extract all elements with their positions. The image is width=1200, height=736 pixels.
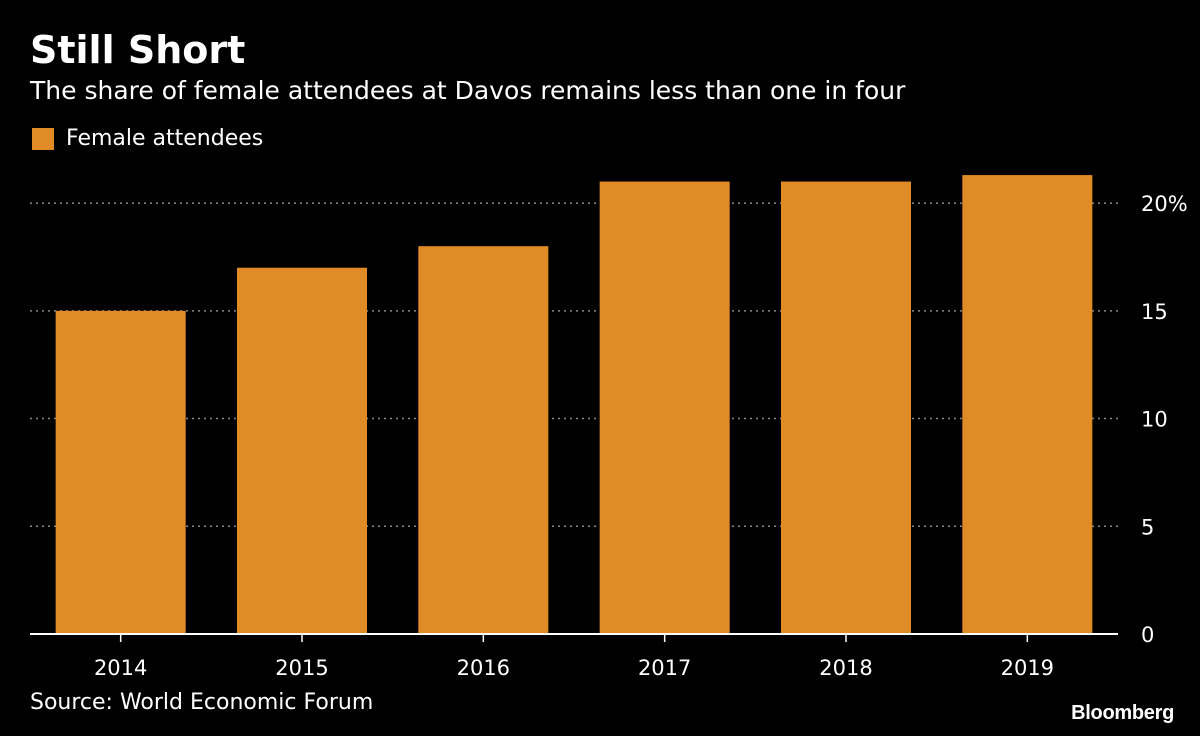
- x-tick-label: 2019: [1001, 656, 1054, 680]
- y-tick-label: 15: [1141, 300, 1168, 324]
- gridlines: [30, 202, 1118, 528]
- legend: Female attendees: [32, 126, 263, 151]
- bar-2016: [418, 246, 549, 634]
- y-tick-label: 20%: [1141, 192, 1188, 216]
- y-tick-label: 10: [1141, 408, 1168, 432]
- bar-2017: [599, 181, 730, 634]
- x-tick-label: 2014: [94, 656, 147, 680]
- bar-2018: [781, 181, 911, 634]
- x-tick-label: 2016: [457, 656, 510, 680]
- chart-subtitle: The share of female attendees at Davos r…: [30, 76, 906, 105]
- x-tick-label: 2018: [819, 656, 872, 680]
- bar-2014: [55, 310, 186, 634]
- bar-2019: [962, 175, 1093, 634]
- x-tick-label: 2017: [638, 656, 691, 680]
- legend-swatch: [32, 127, 54, 150]
- y-tick-label: 0: [1141, 623, 1154, 647]
- source-note: Source: World Economic Forum: [30, 690, 374, 715]
- legend-label: Female attendees: [66, 126, 264, 151]
- x-tick-label: 2015: [275, 656, 328, 680]
- axes: 0 5 10 15 20% 2014 2015 2016 2017 2018 2019: [30, 192, 1188, 680]
- bars: [55, 175, 1093, 634]
- bloomberg-logo: Bloomberg: [1071, 702, 1174, 724]
- bar-2015: [237, 267, 367, 634]
- y-tick-label: 5: [1141, 515, 1154, 539]
- chart-title: Still Short: [30, 28, 246, 72]
